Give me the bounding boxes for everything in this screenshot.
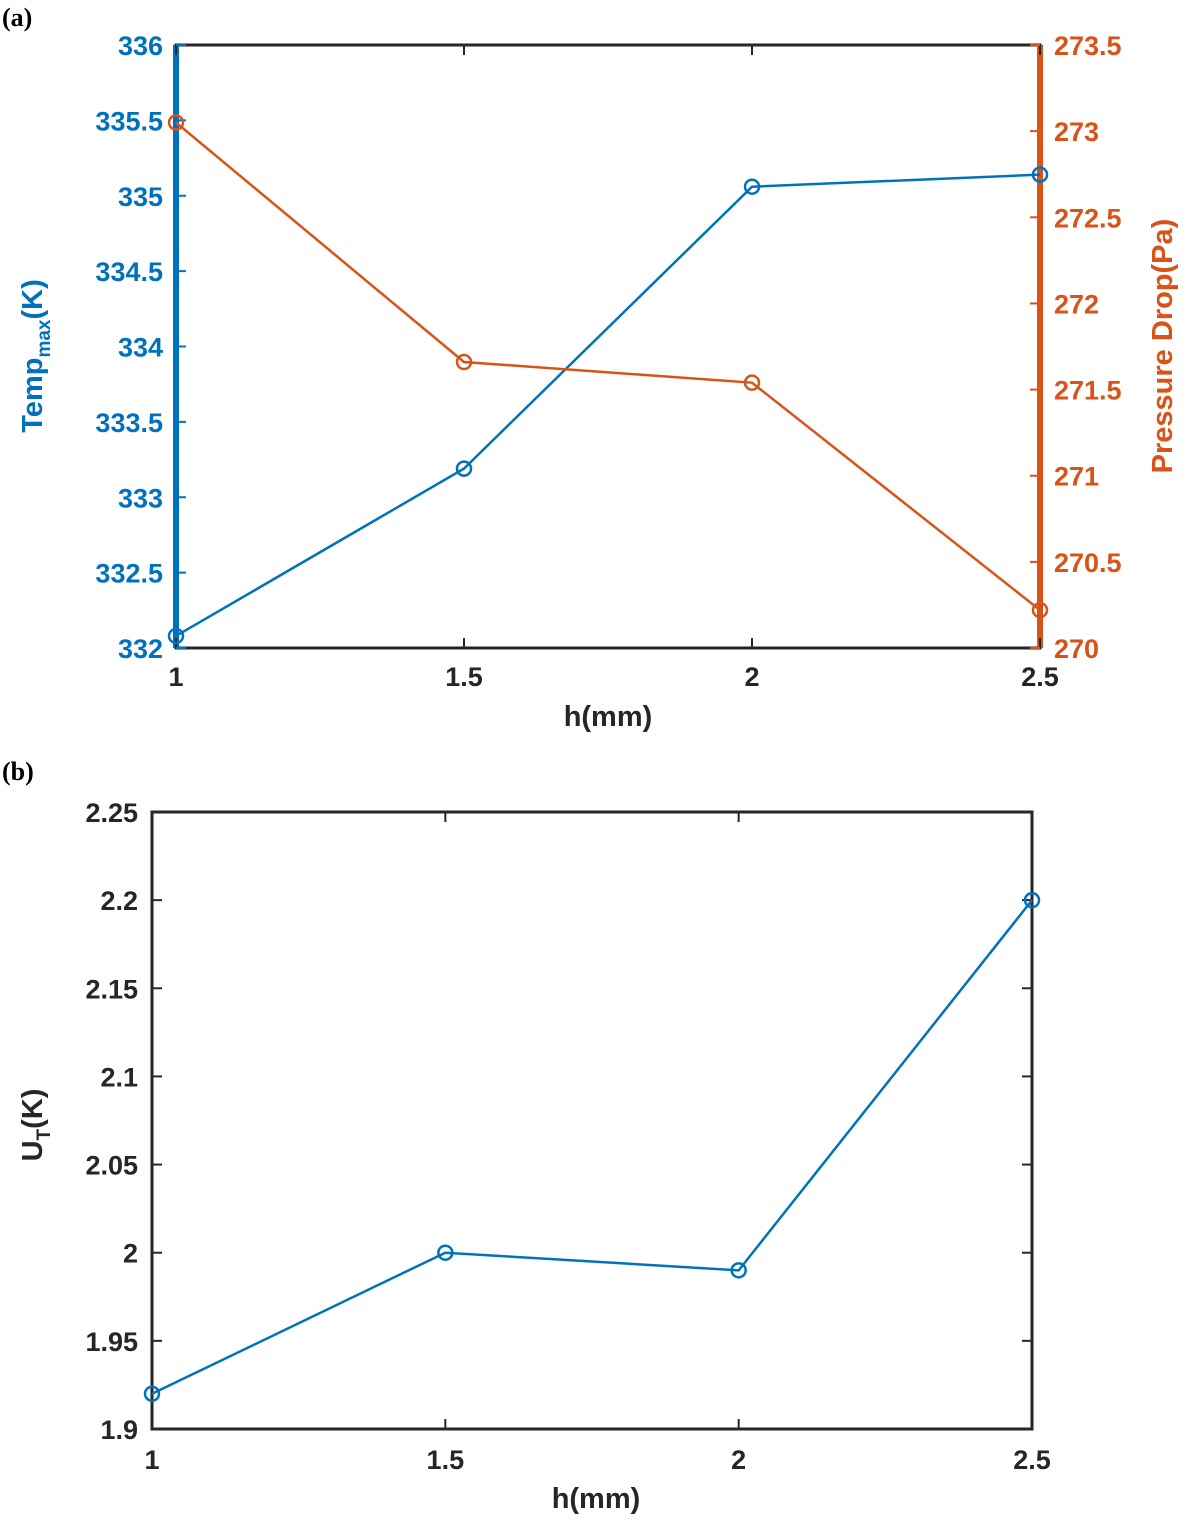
y-right-tick-label: 270 [1054, 634, 1099, 664]
y-tick-label: 2.15 [85, 974, 138, 1004]
y-tick-label: 2.25 [85, 798, 138, 828]
panel-a-label: (a) [2, 3, 32, 32]
series-2-marker [455, 353, 473, 371]
panel-b-plot-area [150, 810, 1034, 1431]
y-left-tick-label: 333.5 [95, 408, 163, 438]
series-2-marker [1031, 601, 1049, 619]
panel-a-y-left-title-main: Temp [17, 358, 49, 433]
y-right-tick-label: 271.5 [1054, 376, 1122, 406]
y-left-tick-label: 334.5 [95, 257, 163, 287]
panel-b-y-title-tail: (K) [17, 1089, 49, 1129]
x-tick-label: 1 [168, 662, 183, 692]
series-2-marker [743, 374, 761, 391]
series-2-marker [167, 114, 185, 131]
y-tick-label: 2.2 [100, 886, 138, 916]
y-tick-label: 2.05 [85, 1151, 138, 1181]
panel-a-chart: (a) 1 1.5 2 2.5 332 332.5 333 333.5 334 334.5 335… [2, 3, 1179, 733]
panel-b-y-axis-title: UT(K) [17, 1089, 55, 1162]
y-right-tick-label: 270.5 [1054, 548, 1122, 578]
panel-a-y-left-title-tail: (K) [17, 279, 49, 319]
y-left-tick-label: 334 [118, 333, 163, 363]
series-1-line [151, 899, 1033, 1395]
series-1-marker [455, 460, 473, 477]
y-left-tick-label: 333 [118, 483, 163, 513]
panel-a-x-axis-title: h(mm) [564, 701, 653, 733]
y-tick-label: 1.95 [85, 1327, 138, 1357]
y-tick-label: 2 [123, 1239, 138, 1269]
series-1-marker [1023, 891, 1041, 909]
panel-a-y-left-axis-title: Tempmax(K) [17, 279, 55, 433]
y-right-tick-label: 273 [1054, 117, 1099, 147]
panel-b-label: (b) [2, 757, 34, 786]
x-tick-label: 2.5 [1021, 662, 1059, 692]
y-left-tick-label: 335 [118, 182, 163, 212]
panel-b-x-axis-title: h(mm) [552, 1483, 641, 1515]
panel-a-y-left-title-sub: max [34, 319, 55, 357]
panel-a-y-right-axis-title: Pressure Drop(Pa) [1147, 219, 1179, 474]
panel-b-y-title-sub: T [34, 1128, 55, 1140]
x-tick-label: 2 [731, 1445, 746, 1475]
panel-b-y-title-main: U [17, 1140, 49, 1161]
y-left-tick-label: 336 [118, 31, 163, 61]
series-1-marker [167, 627, 185, 645]
x-tick-label: 2.5 [1013, 1445, 1051, 1475]
y-tick-label: 1.9 [100, 1415, 138, 1445]
series-1-marker [143, 1385, 161, 1402]
y-right-tick-label: 273.5 [1054, 31, 1122, 61]
y-right-tick-label: 271 [1054, 462, 1099, 492]
y-left-tick-label: 335.5 [95, 106, 163, 136]
x-tick-label: 1.5 [445, 662, 483, 692]
series-1-line [175, 173, 1041, 638]
y-right-tick-label: 272.5 [1054, 203, 1122, 233]
series-2-line [175, 121, 1041, 612]
series-1-marker [730, 1262, 747, 1279]
y-left-tick-label: 332 [118, 634, 163, 664]
series-1-marker [437, 1244, 454, 1261]
series-1-marker [743, 178, 761, 195]
panel-b-chart: (b) 1 1.5 2 2.5 1.91.9522.052.12.152.22.25 … [2, 757, 1051, 1515]
x-tick-label: 2 [744, 662, 759, 692]
panel-a-plot-area [174, 43, 1042, 650]
series-1-marker [1031, 166, 1049, 183]
y-right-tick-label: 272 [1054, 289, 1099, 319]
y-left-tick-label: 332.5 [95, 559, 163, 589]
x-tick-label: 1.5 [427, 1445, 465, 1475]
y-tick-label: 2.1 [100, 1062, 138, 1092]
x-tick-label: 1 [144, 1445, 159, 1475]
